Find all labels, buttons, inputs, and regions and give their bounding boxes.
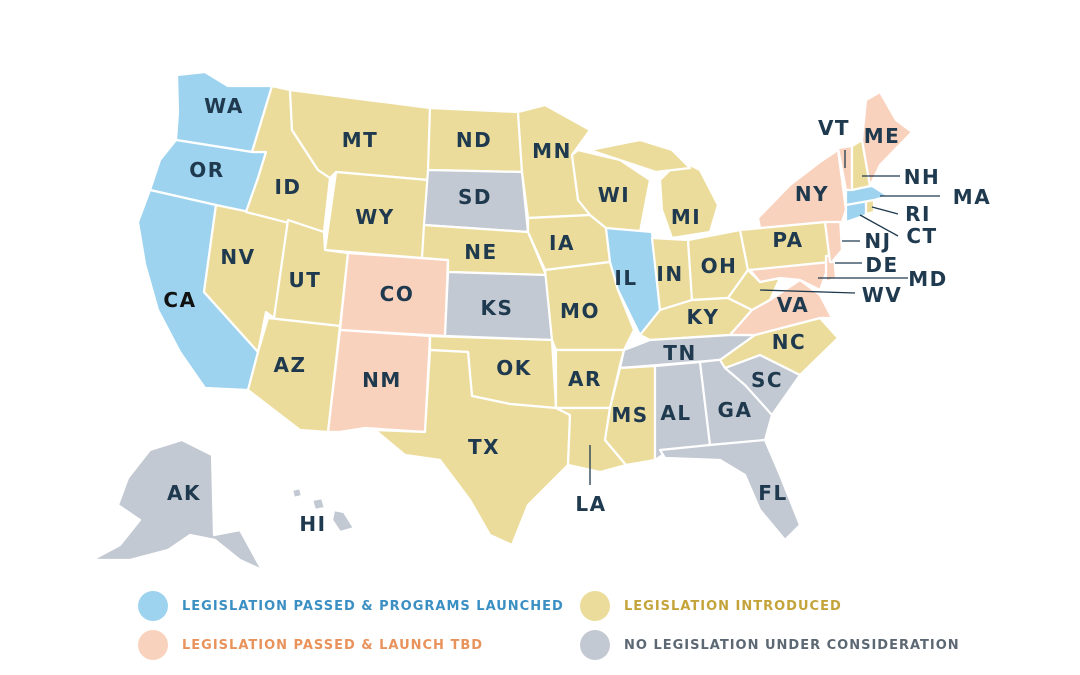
state-label-OR: OR <box>189 158 224 182</box>
state-label-TX: TX <box>468 435 500 459</box>
state-label-UT: UT <box>289 268 322 292</box>
state-label-NY: NY <box>795 182 829 206</box>
state-label-LA: LA <box>575 492 606 516</box>
state-label-AK: AK <box>167 481 201 505</box>
legend-item-passed-tbd: LEGISLATION PASSED & LAUNCH TBD <box>138 630 483 660</box>
us-map: WA OR CA IL MA CT CO NM NY VT ME NJ MD V… <box>90 70 991 572</box>
state-label-DE: DE <box>865 253 898 277</box>
state-label-GA: GA <box>718 398 753 422</box>
state-label-CO: CO <box>380 282 415 306</box>
state-label-OH: OH <box>701 254 738 278</box>
state-label-IN: IN <box>656 262 683 286</box>
state-MI-upper[interactable] <box>588 138 692 174</box>
leader-lines <box>589 150 940 485</box>
state-label-KY: KY <box>687 305 720 329</box>
state-VA[interactable] <box>728 278 834 337</box>
state-label-AL: AL <box>660 401 691 425</box>
state-label-WY: WY <box>355 205 395 229</box>
legend-swatch-introduced <box>580 591 610 621</box>
state-label-WV: WV <box>862 283 903 307</box>
legend-label-none: NO LEGISLATION UNDER CONSIDERATION <box>624 637 960 653</box>
state-label-ID: ID <box>274 175 301 199</box>
state-label-PA: PA <box>772 228 803 252</box>
state-label-WA: WA <box>204 94 244 118</box>
state-AK[interactable] <box>90 438 264 572</box>
state-TX[interactable] <box>373 348 572 547</box>
state-label-NJ: NJ <box>864 229 891 253</box>
state-label-NM: NM <box>362 368 402 392</box>
legend: LEGISLATION PASSED & PROGRAMS LAUNCHED L… <box>0 588 1080 668</box>
state-label-IA: IA <box>549 231 575 255</box>
state-label-WI: WI <box>598 183 631 207</box>
state-label-TN: TN <box>663 341 696 365</box>
state-label-HI: HI <box>299 512 326 536</box>
state-label-MD: MD <box>908 267 948 291</box>
state-label-IL: IL <box>614 266 637 290</box>
state-label-AR: AR <box>568 367 602 391</box>
state-label-CT: CT <box>906 224 937 248</box>
state-label-NE: NE <box>464 240 497 264</box>
legend-swatch-passed-tbd <box>138 630 168 660</box>
state-label-MI: MI <box>671 205 701 229</box>
state-label-MT: MT <box>342 128 379 152</box>
state-label-NV: NV <box>220 245 255 269</box>
state-label-OK: OK <box>496 356 532 380</box>
state-label-MO: MO <box>560 299 600 323</box>
state-label-MA: MA <box>953 185 991 209</box>
state-label-VA: VA <box>777 293 810 317</box>
state-label-RI: RI <box>905 202 931 226</box>
state-FL[interactable] <box>658 438 802 542</box>
legend-item-introduced: LEGISLATION INTRODUCED <box>580 591 842 621</box>
state-label-SC: SC <box>751 368 783 392</box>
legend-item-passed-launched: LEGISLATION PASSED & PROGRAMS LAUNCHED <box>138 591 564 621</box>
legend-item-none: NO LEGISLATION UNDER CONSIDERATION <box>580 630 960 660</box>
legend-label-passed-launched: LEGISLATION PASSED & PROGRAMS LAUNCHED <box>182 598 564 614</box>
legend-swatch-none <box>580 630 610 660</box>
state-HI[interactable] <box>290 486 356 534</box>
state-MD[interactable] <box>748 260 832 292</box>
state-label-AZ: AZ <box>274 353 307 377</box>
state-label-KS: KS <box>481 296 514 320</box>
state-label-CA: CA <box>163 288 196 312</box>
state-ME[interactable] <box>860 90 914 188</box>
state-label-VT: VT <box>818 116 850 140</box>
state-label-NH: NH <box>904 165 940 189</box>
state-label-ND: ND <box>456 128 492 152</box>
state-label-MN: MN <box>532 139 572 163</box>
state-label-FL: FL <box>758 481 787 505</box>
state-label-SD: SD <box>458 185 492 209</box>
legend-swatch-passed-launched <box>138 591 168 621</box>
legend-label-passed-tbd: LEGISLATION PASSED & LAUNCH TBD <box>182 637 484 653</box>
state-label-ME: ME <box>864 124 901 148</box>
legend-label-introduced: LEGISLATION INTRODUCED <box>624 598 842 614</box>
state-label-NC: NC <box>772 330 806 354</box>
state-label-MS: MS <box>611 403 648 427</box>
